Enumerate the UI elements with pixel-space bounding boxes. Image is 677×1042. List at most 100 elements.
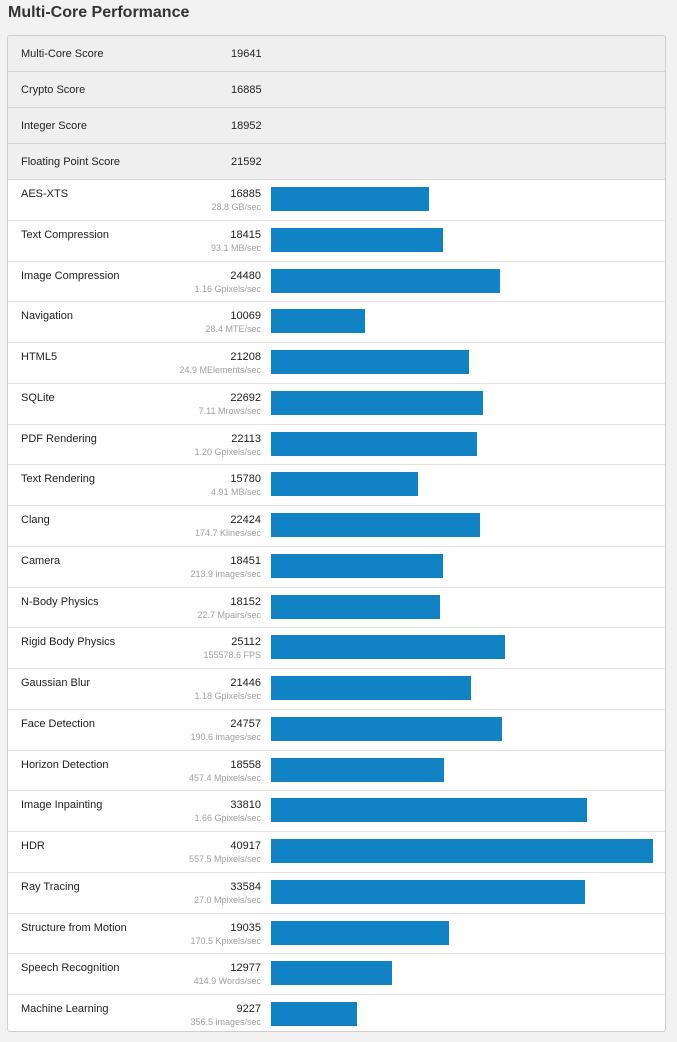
workload-rate: 414.9 Words/sec <box>193 976 261 987</box>
workload-score: 18558 <box>230 758 261 771</box>
workload-row: Image Inpainting 33810 1.66 Gpixels/sec <box>8 791 665 832</box>
workload-name: SQLite <box>21 391 55 404</box>
workload-name: Text Rendering <box>21 473 95 486</box>
workload-score-bar <box>271 879 585 904</box>
workload-name: Navigation <box>21 310 73 323</box>
summary-value: 19641 <box>231 48 262 60</box>
workload-name: Gaussian Blur <box>21 677 91 689</box>
workload-rate: 170.5 Kpixels/sec <box>190 935 261 946</box>
workload-score-bar <box>271 472 418 497</box>
workload-rate: 1.20 Gpixels/sec <box>194 446 261 457</box>
workload-name: Image Compression <box>21 269 120 282</box>
workload-score: 18152 <box>230 595 261 608</box>
workload-row: HTML5 21208 24.9 MElements/sec <box>8 343 665 384</box>
workload-score: 40917 <box>230 840 261 852</box>
workload-name: Image Inpainting <box>21 799 103 812</box>
workload-row: Ray Tracing 33584 27.0 Mpixels/sec <box>8 873 665 914</box>
workload-row: SQLite 22692 7.11 Mrows/sec <box>8 384 665 425</box>
summary-row-floating-point: Floating Point Score 21592 <box>8 144 665 180</box>
workload-name: Face Detection <box>21 717 95 730</box>
workload-row: Text Compression 18415 93.1 MB/sec <box>8 221 665 262</box>
workload-score-bar <box>271 757 444 782</box>
workload-row: Structure from Motion 19035 170.5 Kpixels/… <box>8 914 665 955</box>
workload-rate: 28.4 MTE/sec <box>205 324 261 335</box>
workload-score-bar <box>271 227 443 252</box>
workload-score: 33810 <box>230 799 261 812</box>
workload-rate: 190.6 images/sec <box>190 731 261 742</box>
page-title: Multi-Core Performance <box>8 4 190 21</box>
workload-score: 21446 <box>230 677 261 689</box>
workload-score: 12977 <box>230 962 261 975</box>
summary-value: 16885 <box>231 84 262 96</box>
workload-score: 22424 <box>230 514 261 526</box>
workload-name: Camera <box>21 554 61 567</box>
workload-score: 9227 <box>236 1003 261 1015</box>
workload-rate: 28.8 GB/sec <box>211 202 261 212</box>
workload-name: HTML5 <box>21 351 58 363</box>
workload-rate: 457.4 Mpixels/sec <box>188 772 261 783</box>
workload-score-bar <box>271 676 471 700</box>
workload-name: Structure from Motion <box>21 921 127 934</box>
workload-rate: 1.16 Gpixels/sec <box>194 283 261 294</box>
workload-rate: 27.0 Mpixels/sec <box>193 894 261 905</box>
workload-row: HDR 40917 557.5 Mpixels/sec <box>8 832 665 873</box>
workload-rate: 1.18 Gpixels/sec <box>194 691 261 701</box>
workload-rate: 22.7 Mpairs/sec <box>197 609 261 620</box>
workload-score: 22692 <box>230 391 261 404</box>
workload-name: Ray Tracing <box>21 880 80 893</box>
workload-rate: 4.91 MB/sec <box>210 487 261 498</box>
workload-name: Speech Recognition <box>21 962 120 975</box>
workload-score: 15780 <box>230 473 261 486</box>
workload-list: AES-XTS 16885 28.8 GB/sec Text Compression 1… <box>8 180 665 1031</box>
summary-label: Multi-Core Score <box>21 48 104 60</box>
workload-score-bar <box>271 716 502 741</box>
workload-score-bar <box>271 350 469 374</box>
workload-rate: 93.1 MB/sec <box>210 242 261 253</box>
summary-label: Integer Score <box>21 120 88 132</box>
workload-rate: 155578.6 FPS <box>203 650 261 661</box>
workload-score-bar <box>271 635 505 660</box>
workload-row: Clang 22424 174.7 Klines/sec <box>8 506 665 547</box>
workload-score: 19035 <box>230 921 261 934</box>
workload-row: Navigation 10069 28.4 MTE/sec <box>8 302 665 343</box>
workload-score: 25112 <box>231 636 261 649</box>
workload-row: Horizon Detection 18558 457.4 Mpixels/sec <box>8 751 665 792</box>
workload-score: 24480 <box>230 269 261 282</box>
workload-name: Rigid Body Physics <box>21 636 116 649</box>
summary-label: Floating Point Score <box>21 156 121 168</box>
workload-rate: 557.5 Mpixels/sec <box>188 854 261 864</box>
workload-row: Image Compression 24480 1.16 Gpixels/sec <box>8 262 665 303</box>
workload-score-bar <box>271 309 365 334</box>
workload-score: 16885 <box>230 188 261 200</box>
workload-row: Speech Recognition 12977 414.9 Words/sec <box>8 954 665 995</box>
workload-score-bar <box>271 1002 357 1026</box>
workload-score: 18451 <box>230 554 261 567</box>
workload-score-bar <box>271 961 392 986</box>
workload-score-bar <box>271 594 440 619</box>
results-table: Multi-Core Score 19641 Crypto Score 1688… <box>7 35 666 1032</box>
workload-rate: 174.7 Klines/sec <box>194 528 261 538</box>
workload-name: Machine Learning <box>21 1003 109 1015</box>
workload-name: Horizon Detection <box>21 758 109 771</box>
summary-row-multi-core: Multi-Core Score 19641 <box>8 36 665 72</box>
summary-row-crypto: Crypto Score 16885 <box>8 72 665 108</box>
summary-row-integer: Integer Score 18952 <box>8 108 665 144</box>
workload-name: AES-XTS <box>21 188 69 200</box>
workload-row: N-Body Physics 18152 22.7 Mpairs/sec <box>8 588 665 629</box>
workload-rate: 213.9 images/sec <box>190 568 261 579</box>
workload-name: Text Compression <box>21 228 110 241</box>
summary-label: Crypto Score <box>21 84 86 96</box>
workload-score: 33584 <box>230 880 261 893</box>
workload-row: PDF Rendering 22113 1.20 Gpixels/sec <box>8 425 665 466</box>
workload-name: HDR <box>21 840 45 852</box>
workload-score-bar <box>271 920 449 945</box>
summary-value: 18952 <box>231 120 262 132</box>
workload-score: 22113 <box>231 432 261 445</box>
workload-score-bar <box>271 431 477 456</box>
workload-name: Clang <box>21 514 50 526</box>
workload-rate: 356.5 images/sec <box>190 1017 261 1027</box>
workload-rate: 7.11 Mrows/sec <box>198 405 261 416</box>
workload-rate: 1.66 Gpixels/sec <box>194 813 261 824</box>
workload-row: Camera 18451 213.9 images/sec <box>8 547 665 588</box>
workload-score-bar <box>271 798 587 823</box>
